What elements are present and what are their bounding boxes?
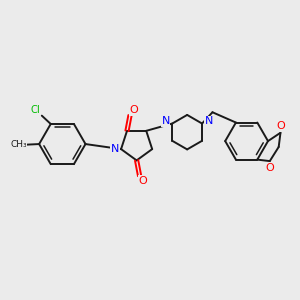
Text: O: O bbox=[129, 105, 138, 115]
Text: Cl: Cl bbox=[30, 105, 40, 115]
Text: N: N bbox=[161, 116, 170, 127]
Text: N: N bbox=[111, 143, 119, 154]
Text: O: O bbox=[276, 121, 285, 131]
Text: N: N bbox=[204, 116, 213, 127]
Text: O: O bbox=[266, 163, 274, 172]
Text: CH₃: CH₃ bbox=[10, 140, 27, 149]
Text: O: O bbox=[139, 176, 148, 186]
